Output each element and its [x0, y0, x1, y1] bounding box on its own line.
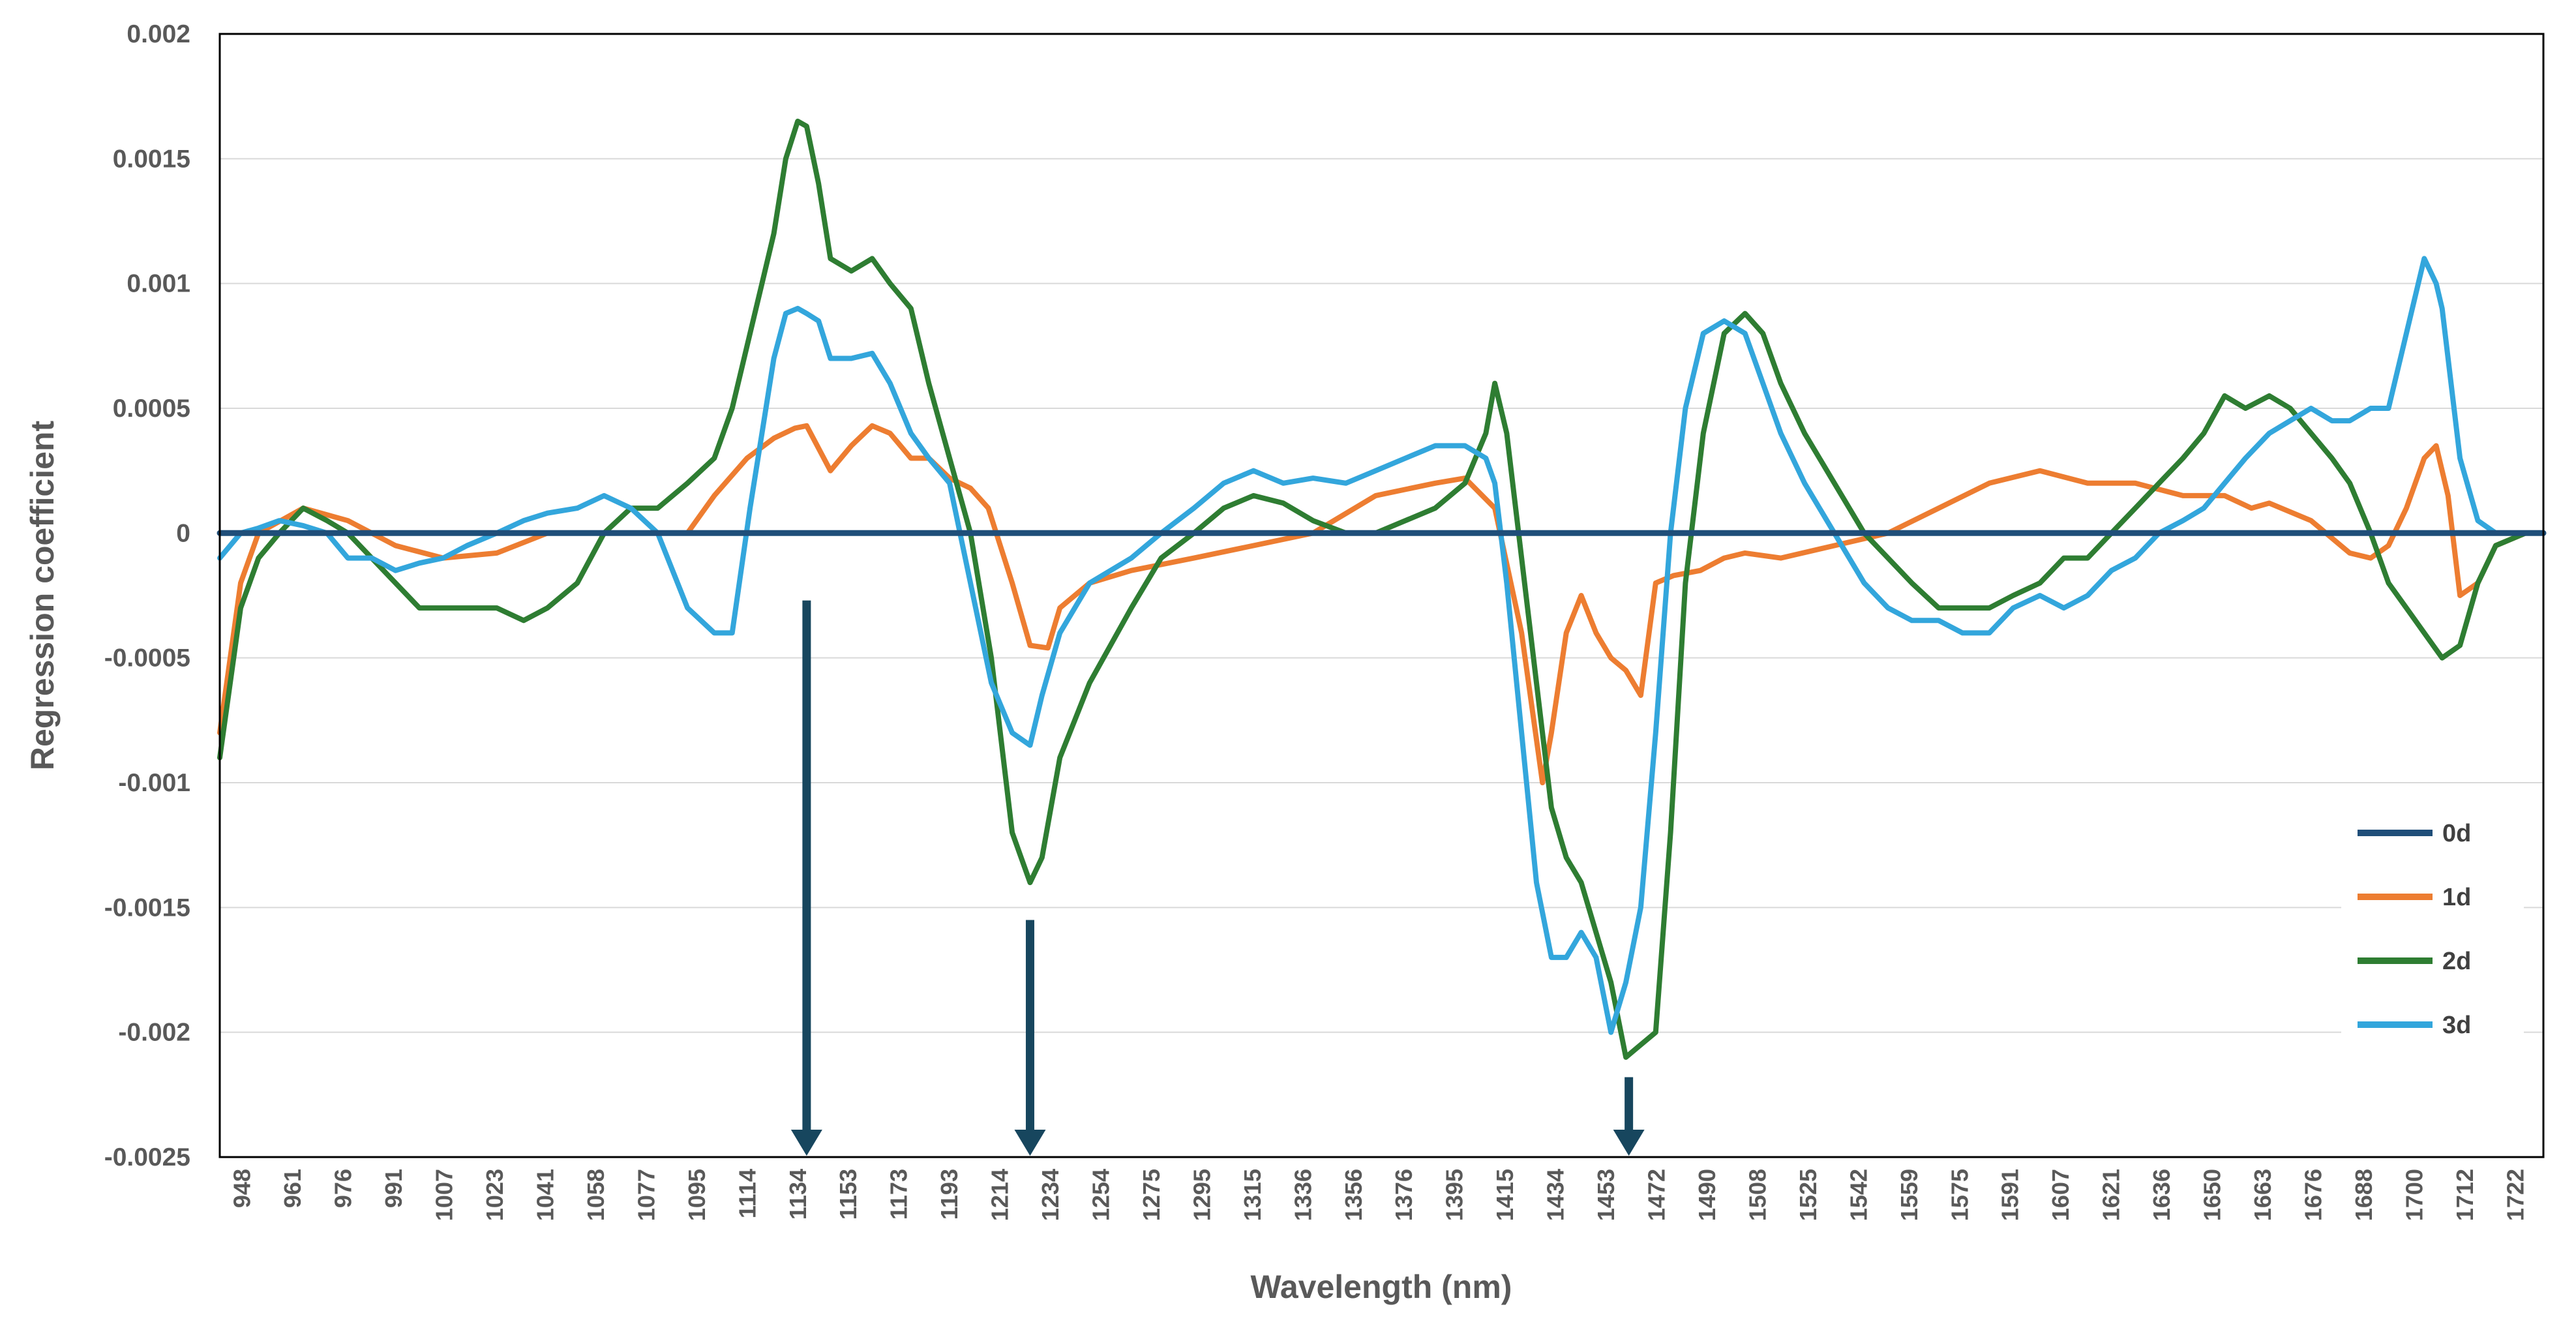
x-tick-label: 1472 — [1643, 1169, 1670, 1221]
y-tick-label: -0.002 — [118, 1019, 190, 1047]
x-tick-label: 1134 — [785, 1169, 811, 1220]
x-tick-label: 1559 — [1896, 1169, 1923, 1221]
x-tick-label: 1041 — [532, 1169, 558, 1221]
x-tick-label: 1114 — [734, 1169, 760, 1218]
arrow-head — [790, 1130, 822, 1156]
x-tick-label: 1193 — [936, 1169, 963, 1220]
legend-label-3d: 3d — [2442, 1012, 2471, 1039]
x-tick-label: 1376 — [1390, 1169, 1417, 1221]
arrow-head — [1014, 1130, 1046, 1156]
x-tick-label: 961 — [279, 1169, 306, 1208]
y-tick-label: -0.0025 — [104, 1143, 190, 1171]
x-tick-label: 976 — [330, 1169, 357, 1208]
gridlines — [220, 33, 2543, 1158]
x-tick-label: 1058 — [582, 1169, 609, 1221]
x-tick-label: 1636 — [2148, 1169, 2175, 1221]
x-tick-label: 1676 — [2299, 1169, 2326, 1221]
legend: 0d 1d 2d 3d — [2341, 809, 2524, 1063]
series-line-1d — [217, 423, 2546, 785]
x-tick-label: 1315 — [1239, 1169, 1266, 1221]
x-tick-label: 948 — [229, 1169, 256, 1208]
x-tick-label: 1575 — [1946, 1169, 1973, 1221]
y-tick-label: 0 — [176, 519, 190, 547]
x-tick-label: 1234 — [1037, 1169, 1064, 1221]
x-tick-label: 1650 — [2199, 1169, 2226, 1221]
x-tick-label: 1712 — [2451, 1169, 2478, 1221]
x-tick-label: 1542 — [1845, 1169, 1872, 1221]
y-tick-label: -0.0015 — [104, 894, 190, 922]
y-tick-label: 0.001 — [127, 270, 190, 298]
y-tick-label: 0.0005 — [113, 395, 190, 423]
x-axis-label: Wavelength (nm) — [1251, 1269, 1512, 1305]
x-axis-ticks: 948 961 976 991 1007 1023 1041 1058 1077 1095 1114… — [229, 1169, 2529, 1221]
arrow-head — [1613, 1130, 1645, 1156]
x-tick-label: 1525 — [1795, 1169, 1821, 1221]
legend-background — [2341, 809, 2524, 1063]
x-tick-label: 1434 — [1542, 1169, 1569, 1221]
series-line-2d — [217, 118, 2546, 1060]
x-tick-label: 1591 — [1997, 1169, 2024, 1221]
x-tick-label: 1700 — [2401, 1169, 2427, 1221]
x-tick-label: 1621 — [2098, 1169, 2125, 1221]
x-tick-label: 1508 — [1744, 1169, 1771, 1221]
x-tick-label: 1275 — [1138, 1169, 1165, 1221]
x-tick-label: 1356 — [1340, 1169, 1367, 1221]
legend-label-0d: 0d — [2442, 820, 2471, 847]
y-tick-label: -0.001 — [118, 769, 190, 797]
x-tick-label: 1490 — [1694, 1169, 1720, 1221]
x-tick-label: 1214 — [987, 1169, 1013, 1221]
x-tick-label: 1153 — [835, 1169, 861, 1220]
x-tick-label: 1254 — [1087, 1169, 1114, 1221]
series-line-3d — [217, 256, 2546, 1035]
down-arrow-2 — [1014, 920, 1046, 1156]
plot-area-border — [218, 33, 2545, 1158]
x-tick-label: 1173 — [886, 1169, 912, 1220]
annotation-arrows — [790, 600, 1645, 1156]
down-arrow-3 — [1613, 1077, 1645, 1156]
x-tick-label: 1077 — [633, 1169, 659, 1221]
x-tick-label: 1336 — [1289, 1169, 1316, 1221]
x-tick-label: 1007 — [431, 1169, 458, 1221]
x-tick-label: 1663 — [2249, 1169, 2276, 1221]
x-tick-label: 1095 — [683, 1169, 710, 1221]
x-tick-label: 1395 — [1441, 1169, 1468, 1221]
series-lines — [217, 118, 2547, 1060]
x-tick-label: 1722 — [2502, 1169, 2528, 1221]
y-axis-label: Regression coefficient — [24, 421, 61, 771]
legend-label-2d: 2d — [2442, 948, 2471, 975]
legend-label-1d: 1d — [2442, 884, 2471, 911]
x-tick-label: 1295 — [1188, 1169, 1215, 1221]
y-tick-label: 0.002 — [127, 20, 190, 48]
y-tick-label: 0.0015 — [113, 145, 190, 173]
x-tick-label: 1607 — [2047, 1169, 2074, 1221]
y-axis-ticks: 0.002 0.0015 0.001 0.0005 0 -0.0005 -0.001 -0.0… — [104, 20, 190, 1171]
down-arrow-1 — [790, 600, 822, 1156]
x-tick-label: 1688 — [2350, 1169, 2377, 1221]
x-tick-label: 991 — [380, 1169, 407, 1208]
x-tick-label: 1415 — [1491, 1169, 1518, 1221]
y-tick-label: -0.0005 — [104, 644, 190, 672]
x-tick-label: 1023 — [481, 1169, 508, 1221]
x-tick-label: 1453 — [1593, 1169, 1619, 1221]
